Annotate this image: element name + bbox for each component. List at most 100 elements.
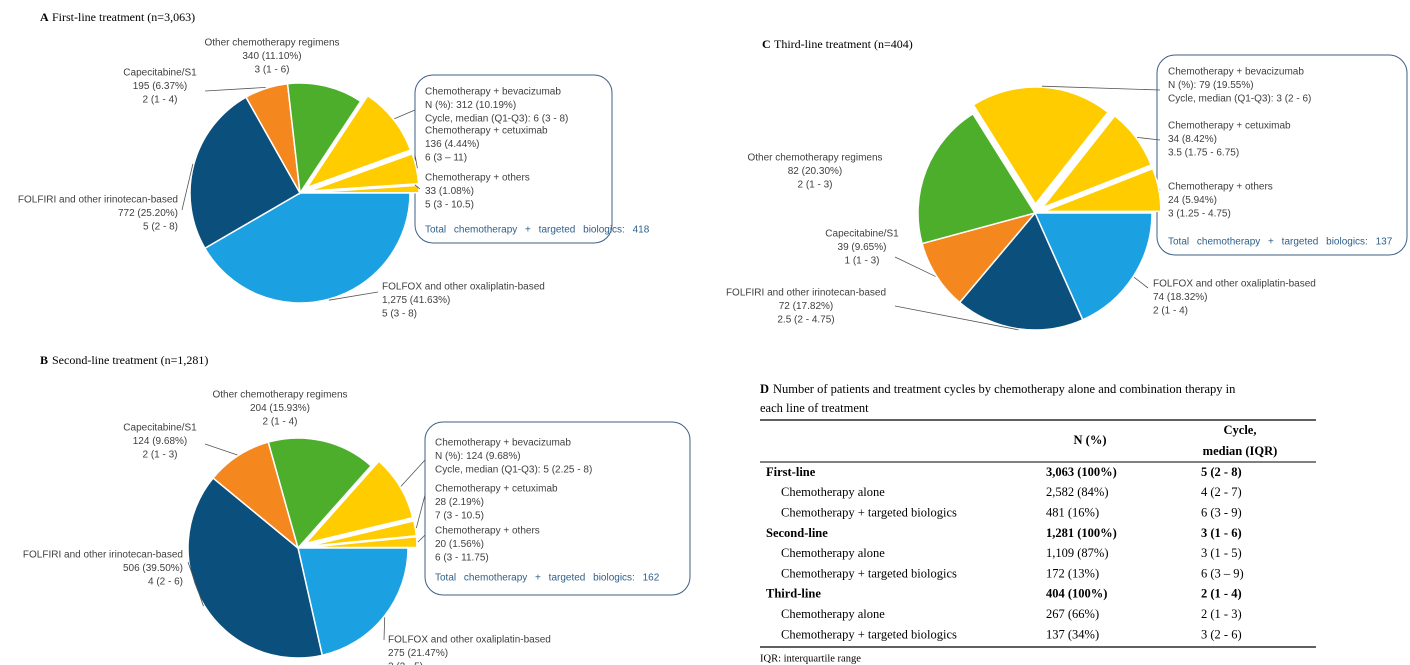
table-cell: Chemotherapy alone [781, 546, 885, 560]
slice-label: 204 (15.93%) [250, 403, 310, 414]
pie-slice [306, 535, 418, 549]
pie-slice [306, 519, 418, 548]
table-cell: 267 (66%) [1046, 607, 1099, 621]
slice-label: Capecitabine/S1 [825, 229, 899, 240]
table-cell: 404 (100%) [1046, 587, 1107, 601]
pie-slice [972, 86, 1110, 206]
slice-label: 772 (25.20%) [118, 208, 178, 219]
slice-label: Chemotherapy + bevacizumab [435, 438, 571, 449]
slice-label: Chemotherapy + others [425, 173, 530, 184]
slice-label: 7 (3 - 10.5) [435, 511, 484, 522]
leader-line [894, 305, 1019, 331]
slice-label: 2 (1 - 4) [142, 95, 177, 106]
leader-line [1136, 136, 1161, 141]
slice-label: 6 (3 – 11) [425, 153, 467, 164]
table-cell: 481 (16%) [1046, 505, 1099, 519]
slice-label: 3 (1 - 6) [254, 65, 289, 76]
table-cell: Chemotherapy + targeted biologics [781, 627, 957, 641]
table-header: N (%) [1074, 433, 1107, 447]
slice-label: 340 (11.10%) [242, 51, 301, 62]
slice-label: 74 (18.32%) [1153, 292, 1207, 303]
pie-slice [1033, 212, 1153, 321]
slice-label: 82 (20.30%) [788, 166, 842, 177]
slice-label: FOLFIRI and other irinotecan-based [23, 550, 183, 561]
table-footnote: IQR: interquartile range [760, 653, 861, 664]
slice-label: 2.5 (2 - 4.75) [777, 315, 834, 326]
slice-label: 72 (17.82%) [779, 301, 833, 312]
table-cell: 2,582 (84%) [1046, 485, 1109, 499]
leader-line [894, 256, 936, 277]
table-cell: Chemotherapy alone [781, 485, 885, 499]
slice-label: 2 (1 - 4) [262, 417, 297, 428]
slice-label: Cycle, median (Q1-Q3): 3 (2 - 6) [1168, 94, 1311, 105]
leader-line [414, 184, 421, 190]
leader-line [1041, 85, 1161, 91]
slice-label: 5 (3 - 10.5) [425, 200, 474, 211]
table-header: Cycle, [1224, 423, 1257, 437]
leader-line [383, 617, 386, 641]
pie-slice [303, 460, 414, 545]
panel-letter: D [760, 382, 769, 396]
slice-label: Other chemotherapy regimens [212, 390, 347, 401]
slice-label: FOLFIRI and other irinotecan-based [18, 195, 178, 206]
box-total: Total chemotherapy + targeted biologics:… [425, 225, 650, 236]
table-cell: Second-line [766, 526, 828, 540]
table-cell: 3 (2 - 6) [1201, 627, 1242, 641]
pie-slice [308, 152, 420, 192]
slice-label: 24 (5.94%) [1168, 195, 1217, 206]
table-cell: 172 (13%) [1046, 566, 1099, 580]
callout-box [424, 421, 691, 596]
slice-label: 3 (1.25 - 4.75) [1168, 209, 1231, 220]
table-title: each line of treatment [760, 401, 869, 415]
slice-label: 1 (1 - 3) [844, 256, 879, 267]
slice-label: FOLFOX and other oxaliplatin-based [382, 282, 545, 293]
panel-letter: C [762, 37, 771, 51]
slice-label: Capecitabine/S1 [123, 68, 197, 79]
pie-slice [297, 547, 409, 657]
slice-label: Chemotherapy + cetuximab [1168, 121, 1291, 132]
panel-letter: A [40, 10, 49, 24]
slice-label: N (%): 79 (19.55%) [1168, 80, 1254, 91]
slice-label: 4 (2 - 6) [148, 577, 183, 588]
slice-label: N (%): 124 (9.68%) [435, 451, 521, 462]
slice-label: 34 (8.42%) [1168, 134, 1217, 145]
slice-label: 195 (6.37%) [133, 81, 187, 92]
leader-line [400, 459, 426, 487]
table-cell: 137 (34%) [1046, 627, 1099, 641]
pie-slice [1043, 167, 1162, 213]
table-cell: 2 (1 - 3) [1201, 607, 1242, 621]
table-cell: 3 (1 - 5) [1201, 546, 1242, 560]
slice-label: 136 (4.44%) [425, 139, 479, 150]
slice-label: 2 (1 - 3) [142, 450, 177, 461]
table-cell: 6 (3 - 9) [1201, 505, 1242, 519]
slice-label: N (%): 312 (10.19%) [425, 100, 516, 111]
slice-label: Chemotherapy + others [435, 526, 540, 537]
slice-label: 1,275 (41.63%) [382, 295, 450, 306]
leader-line [414, 154, 418, 169]
slice-label: Other chemotherapy regimens [747, 153, 882, 164]
slice-label: Chemotherapy + bevacizumab [1168, 67, 1304, 78]
leader-line [204, 443, 238, 456]
table-title: Number of patients and treatment cycles … [773, 382, 1236, 396]
leader-line [417, 534, 426, 543]
table-header: median (IQR) [1203, 444, 1278, 458]
table-cell: 6 (3 – 9) [1201, 566, 1244, 580]
table-cell: Chemotherapy + targeted biologics [781, 566, 957, 580]
pie-slice [1039, 114, 1153, 210]
slice-label: 275 (21.47%) [388, 648, 448, 659]
leader-line [394, 109, 416, 120]
slice-label: FOLFOX and other oxaliplatin-based [1153, 279, 1316, 290]
pie-slice [189, 96, 302, 250]
pie-slice [308, 184, 420, 194]
table-cell: Third-line [766, 587, 821, 601]
table-cell: 1,281 (100%) [1046, 526, 1117, 540]
pie-slice [286, 82, 362, 196]
pie-slice [958, 211, 1084, 331]
table-cell: 4 (2 - 7) [1201, 485, 1242, 499]
leader-line [187, 561, 204, 607]
slice-label: 39 (9.65%) [838, 242, 887, 253]
chart-title: Third-line treatment (n=404) [774, 37, 913, 51]
table-cell: 3,063 (100%) [1046, 465, 1117, 479]
slice-label: FOLFOX and other oxaliplatin-based [388, 635, 551, 646]
slice-label: Other chemotherapy regimens [204, 38, 339, 49]
